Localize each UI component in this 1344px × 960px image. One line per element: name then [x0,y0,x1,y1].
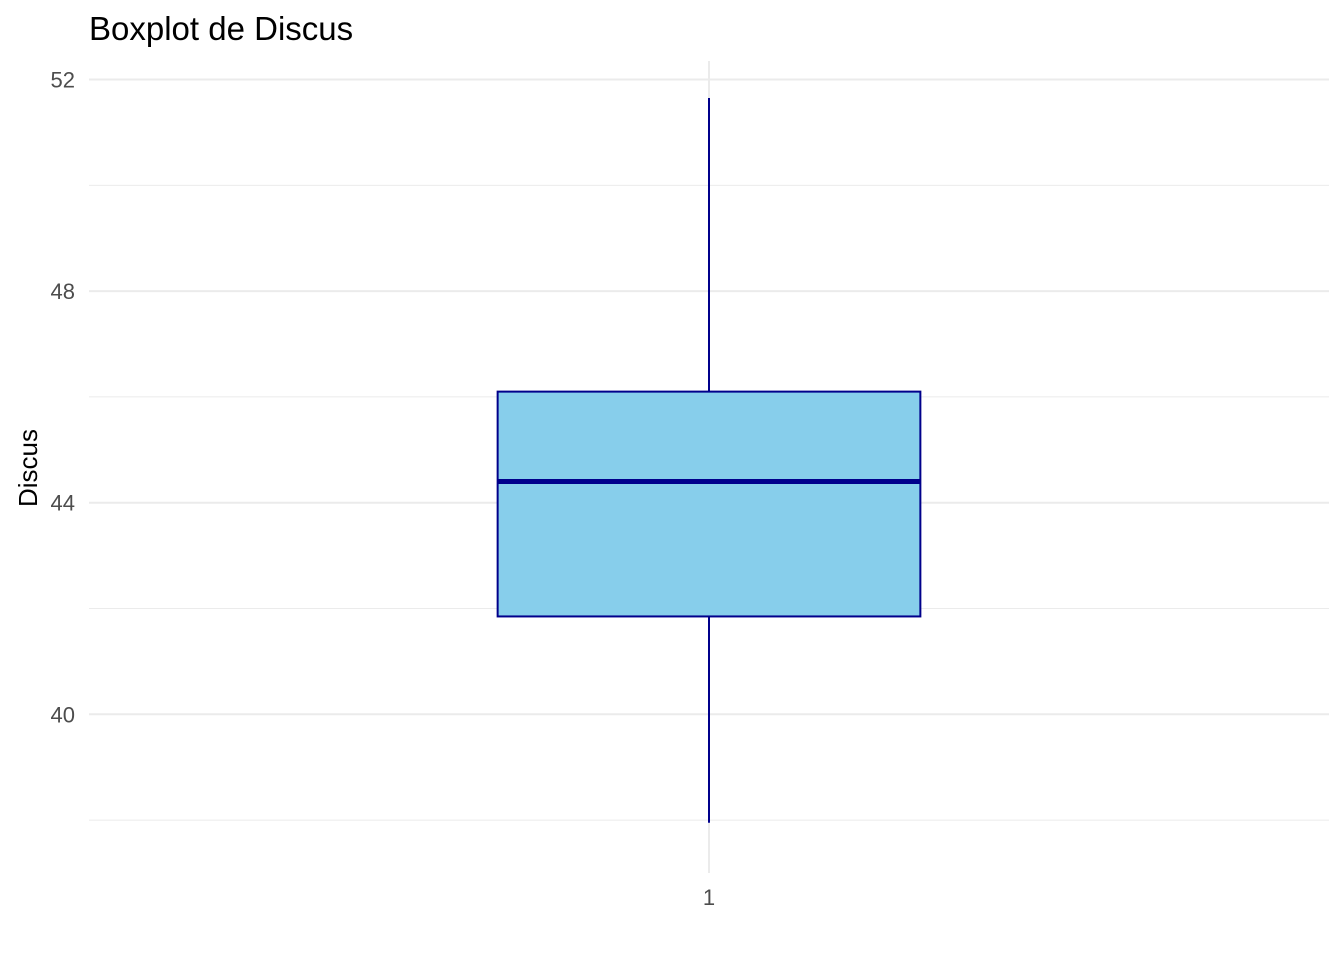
box-iqr [496,390,922,618]
y-tick-label: 44 [51,491,75,516]
y-axis-label: Discus [13,429,43,507]
box-layer [496,98,922,823]
axis-layer: 40 44 48 52 1 [51,68,716,910]
box-group [496,98,922,823]
y-tick-label: 52 [51,68,75,93]
chart-title: Boxplot de Discus [89,10,353,47]
y-tick-label: 48 [51,279,75,304]
y-tick-label: 40 [51,702,75,727]
x-tick-label: 1 [703,885,715,910]
